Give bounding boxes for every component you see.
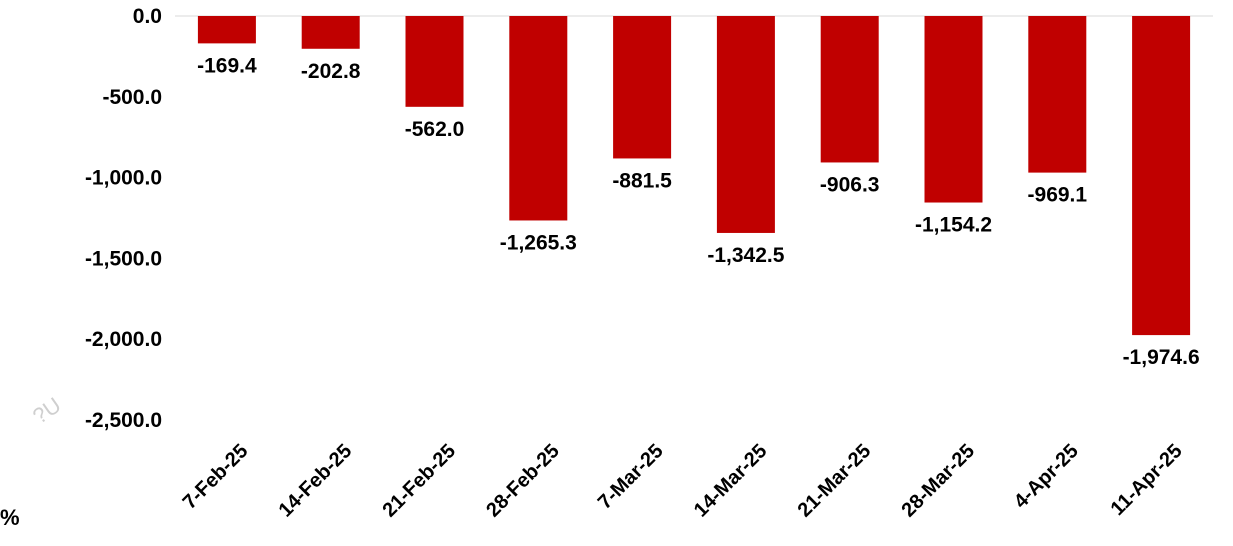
bar	[1028, 16, 1087, 173]
x-tick-label: 21-Feb-25	[378, 440, 460, 522]
data-label: -1,974.6	[1123, 346, 1200, 369]
data-label: -1,154.2	[915, 214, 992, 237]
x-tick-label: 14-Mar-25	[690, 440, 772, 522]
data-labels: -169.4 -202.8 -562.0 -1,265.3 -881.5 -1,342.5…	[197, 54, 1200, 369]
x-tick-label: 11-Apr-25	[1107, 440, 1187, 520]
y-tick-label: -1,500.0	[85, 247, 162, 270]
y-tick-label: -2,000.0	[85, 328, 162, 351]
x-tick-label: 4-Apr-25	[1010, 440, 1083, 513]
stray-percent-mark: %	[0, 505, 20, 530]
y-axis-tick-labels: 0.0 -500.0 -1,000.0 -1,500.0 -2,000.0 -2,500.…	[85, 5, 162, 432]
x-tick-label: 28-Mar-25	[897, 440, 979, 522]
bar	[509, 16, 568, 221]
x-tick-label: 14-Feb-25	[275, 440, 357, 522]
x-tick-label: 28-Feb-25	[482, 440, 564, 522]
data-label: -969.1	[1028, 184, 1088, 207]
bar	[924, 16, 983, 203]
data-label: -906.3	[820, 173, 880, 196]
bar	[405, 16, 464, 107]
data-label: -1,342.5	[707, 244, 784, 267]
bar	[1132, 16, 1191, 336]
x-tick-label: 7-Mar-25	[594, 440, 668, 514]
y-tick-label: 0.0	[133, 5, 162, 28]
data-label: -169.4	[197, 54, 257, 77]
y-tick-label: -2,500.0	[85, 409, 162, 432]
bar	[613, 16, 672, 159]
x-tick-label: 7-Feb-25	[179, 440, 253, 514]
data-label: -881.5	[612, 169, 672, 192]
bar	[716, 16, 775, 233]
bars	[197, 16, 1191, 336]
y-tick-label: -1,000.0	[85, 167, 162, 190]
x-tick-label: 21-Mar-25	[794, 440, 876, 522]
bar	[301, 16, 360, 49]
x-axis-tick-labels: 7-Feb-25 14-Feb-25 21-Feb-25 28-Feb-25 7-Mar…	[179, 440, 1187, 522]
data-label: -202.8	[301, 60, 361, 83]
data-label: -562.0	[405, 118, 465, 141]
y-tick-label: -500.0	[102, 86, 162, 109]
bar	[820, 16, 879, 163]
bar	[197, 16, 256, 44]
data-label: -1,265.3	[500, 231, 577, 254]
